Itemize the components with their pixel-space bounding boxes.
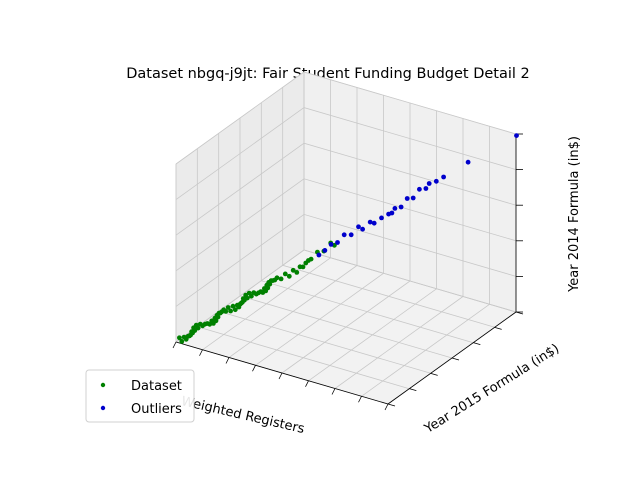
- outlier-point: [465, 159, 471, 165]
- dataset-point: [294, 270, 300, 275]
- dataset-point: [265, 285, 271, 291]
- outlier-point: [392, 206, 398, 211]
- x-axis-label: Weighted Registers: [180, 394, 306, 437]
- y-tick: [473, 342, 481, 346]
- axes-ticks: [172, 133, 524, 411]
- y-tick: [494, 326, 502, 330]
- outlier-point: [356, 224, 361, 230]
- grid-line-z: [175, 213, 517, 307]
- dataset-point: [215, 314, 221, 320]
- dataset-point: [282, 271, 288, 277]
- y-tick: [430, 372, 438, 376]
- dataset-point: [267, 281, 273, 287]
- outlier-point: [348, 232, 354, 238]
- outlier-point: [389, 210, 395, 216]
- dataset-point: [308, 256, 314, 262]
- dataset-point: [278, 276, 284, 282]
- dataset-point: [192, 328, 198, 333]
- z-axis-label: Year 2014 Formula (in$): [567, 136, 582, 293]
- y-tick: [409, 388, 417, 392]
- dataset-point: [228, 308, 234, 314]
- dataset-point: [249, 293, 254, 299]
- legend: Dataset Outliers: [85, 369, 195, 423]
- dataset-point: [286, 273, 292, 279]
- outlier-point: [433, 178, 439, 184]
- outlier-point: [398, 204, 404, 210]
- dataset-point: [232, 307, 238, 313]
- grid-line-z: [175, 142, 517, 236]
- outlier-point: [341, 232, 347, 238]
- dataset-point: [274, 275, 280, 281]
- x-tick: [225, 357, 230, 364]
- outlier-point: [404, 196, 410, 201]
- dataset-point: [244, 295, 250, 301]
- data-points: [177, 133, 519, 344]
- outlier-point: [316, 252, 322, 258]
- x-tick: [172, 341, 177, 349]
- outlier-point: [328, 242, 334, 247]
- outlier-point: [423, 186, 429, 191]
- x-tick: [252, 365, 256, 372]
- outlier-point: [379, 215, 384, 221]
- legend-marker-outliers: [100, 405, 106, 411]
- dataset-point: [290, 267, 296, 273]
- outlier-point: [514, 133, 519, 139]
- dataset-point: [300, 264, 306, 270]
- outlier-point: [367, 219, 373, 225]
- outlier-point: [410, 195, 416, 201]
- x-tick: [199, 349, 203, 356]
- outlier-point: [426, 181, 432, 186]
- outlier-point: [441, 174, 446, 180]
- y-tick: [387, 403, 396, 407]
- y-tick: [451, 357, 460, 361]
- legend-marker-dataset: [100, 382, 106, 388]
- legend-label-outliers: Outliers: [131, 402, 182, 417]
- legend-label-dataset: Dataset: [131, 379, 182, 394]
- x-tick: [331, 388, 336, 395]
- x-tick: [305, 380, 309, 387]
- outlier-point: [417, 186, 422, 192]
- x-tick: [358, 396, 362, 403]
- chart-title: Dataset nbgq-j9jt: Fair Student Funding …: [126, 66, 530, 82]
- dataset-point: [230, 303, 236, 309]
- dataset-point: [177, 335, 182, 341]
- grid-line-z: [175, 178, 517, 272]
- legend-frame: [85, 369, 195, 423]
- outlier-point: [322, 248, 328, 253]
- outlier-point: [371, 220, 377, 226]
- dataset-point: [195, 325, 201, 331]
- dataset-point: [223, 309, 229, 314]
- grid-line-z: [175, 71, 517, 165]
- outlier-point: [335, 240, 340, 245]
- dataset-point: [225, 305, 231, 310]
- grid-line-z: [175, 107, 517, 200]
- dataset-point: [179, 339, 185, 344]
- x-tick: [278, 372, 283, 380]
- dataset-point: [213, 318, 219, 324]
- x-tick: [384, 403, 389, 411]
- outlier-point: [360, 226, 365, 232]
